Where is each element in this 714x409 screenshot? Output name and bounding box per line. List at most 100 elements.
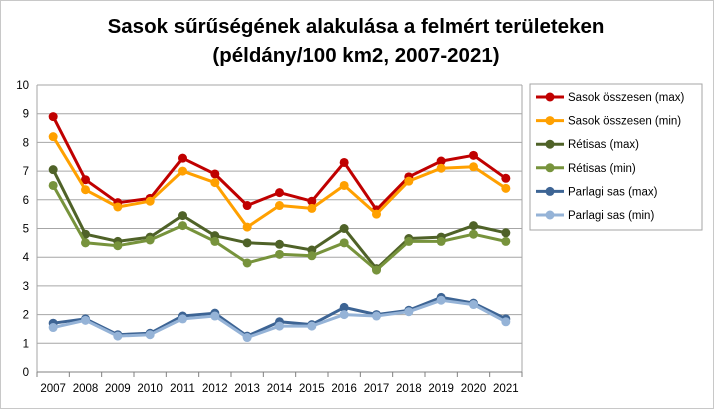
x-tick-label: 2021 (493, 383, 519, 395)
data-point (436, 156, 446, 166)
x-tick-label: 2012 (202, 383, 228, 395)
data-point (469, 221, 478, 231)
series-3 (48, 180, 511, 275)
data-point (178, 211, 187, 221)
legend: Sasok összesen (max) Sasok összesen (min)… (529, 83, 703, 231)
data-point (501, 228, 511, 238)
data-point (210, 169, 220, 179)
series-line (51, 135, 507, 229)
data-point (210, 236, 220, 246)
data-point (469, 300, 478, 310)
data-point (436, 295, 446, 305)
data-point (307, 321, 317, 331)
y-tick-label: 3 (23, 281, 29, 293)
y-tick-label: 6 (23, 195, 29, 207)
data-point (404, 236, 414, 246)
data-point (339, 180, 349, 190)
chart-title: Sasok sűrűségének alakulása a felmért te… (0, 12, 712, 70)
y-tick-label: 4 (23, 252, 30, 264)
y-tick-label: 5 (23, 224, 29, 236)
y-tick-label: 9 (23, 109, 29, 121)
x-tick-label: 2009 (105, 383, 131, 395)
data-point (113, 202, 123, 212)
legend-entry: Sasok összesen (min) (536, 116, 681, 128)
data-point (275, 249, 284, 259)
data-point (307, 203, 317, 213)
x-tick-label: 2019 (428, 383, 454, 395)
data-point (48, 180, 58, 190)
data-point (48, 323, 58, 333)
data-point (339, 310, 349, 320)
data-point (339, 238, 349, 248)
data-point (145, 196, 155, 206)
legend-entry: Parlagi sas (max) (536, 186, 658, 198)
data-point (145, 235, 155, 245)
legend-label: Rétisas (min) (568, 163, 636, 175)
y-tick-label: 10 (16, 80, 29, 92)
legend-label: Sasok összesen (min) (568, 116, 681, 128)
series-1 (48, 132, 511, 232)
y-tick-label: 1 (23, 338, 29, 350)
data-point (178, 153, 187, 163)
data-point (242, 238, 252, 248)
data-point (307, 251, 317, 261)
data-point (81, 238, 90, 248)
data-point (242, 201, 252, 211)
series-0 (48, 112, 511, 215)
legend-entry: Rétisas (max) (536, 139, 639, 151)
legend-swatch-marker (545, 186, 555, 196)
data-point (210, 178, 220, 188)
data-point (501, 317, 511, 327)
y-tick-label: 2 (23, 310, 29, 322)
data-point (469, 162, 478, 172)
x-tick-label: 2011 (170, 383, 195, 395)
x-tick-label: 2008 (73, 383, 99, 395)
legend-label: Rétisas (max) (568, 139, 639, 151)
data-point (145, 330, 155, 340)
legend-label: Parlagi sas (min) (568, 210, 654, 222)
legend-swatch-marker (545, 210, 555, 220)
data-point (113, 241, 123, 251)
data-point (436, 236, 446, 246)
y-tick-label: 0 (23, 367, 29, 379)
data-point (242, 258, 252, 268)
x-tick-label: 2017 (364, 383, 390, 395)
data-point (48, 132, 58, 142)
data-point (178, 314, 187, 324)
x-tick-label: 2013 (234, 383, 260, 395)
data-point (372, 311, 381, 321)
data-point (242, 333, 252, 343)
data-point (436, 163, 446, 173)
data-point (501, 173, 511, 183)
x-tick-label: 2020 (461, 383, 487, 395)
data-point (339, 157, 349, 167)
data-point (469, 150, 478, 160)
legend-label: Parlagi sas (max) (568, 186, 658, 198)
legend-swatch-marker (545, 139, 555, 149)
axes: 0 1 2 3 4 5 6 7 8 9 10 2007 2008 2009 2010 2011 2012 2013… (16, 80, 523, 395)
series-5 (48, 295, 511, 343)
data-point (404, 176, 414, 186)
data-point (113, 331, 123, 341)
data-point (275, 239, 284, 249)
x-tick-label: 2007 (40, 383, 66, 395)
y-tick-label: 7 (23, 166, 29, 178)
chart-title-line-2: (példány/100 km2, 2007-2021) (212, 44, 500, 67)
x-tick-label: 2018 (396, 383, 422, 395)
data-point (48, 165, 58, 175)
legend-swatch-marker (545, 92, 555, 102)
data-point (339, 224, 349, 233)
legend-label: Sasok összesen (max) (568, 92, 684, 104)
data-point (275, 321, 284, 331)
data-point (178, 166, 187, 176)
data-point (275, 201, 284, 211)
x-tick-label: 2016 (331, 383, 357, 395)
y-tick-label: 8 (23, 137, 29, 149)
data-point (501, 183, 511, 193)
x-tick-label: 2010 (137, 383, 163, 395)
data-point (372, 265, 381, 275)
data-point (178, 221, 187, 231)
data-point (48, 112, 58, 122)
data-point (501, 236, 511, 246)
